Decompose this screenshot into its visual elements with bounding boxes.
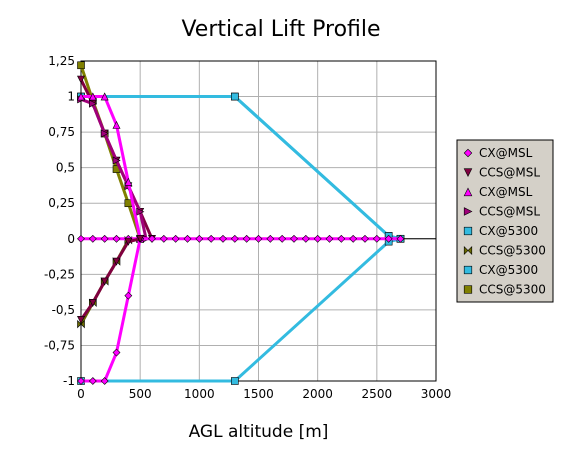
legend-marker [463,285,473,294]
x-tick-label: 1000 [184,387,215,401]
legend-label: CCS@5300 [479,244,546,258]
y-tick-label: -1 [63,374,75,388]
y-tick-label: 1,25 [48,54,75,68]
series-point-7 [77,61,85,70]
x-axis-label: AGL altitude [m] [189,422,329,442]
series-point-5 [77,319,85,329]
series-point-2 [88,92,97,101]
series-point-0 [219,234,227,243]
series-point-0 [148,234,156,243]
legend-marker [463,148,473,158]
series-point-0 [372,234,381,243]
series-point-1 [77,75,85,84]
y-tick-label: 0,25 [48,196,75,210]
legend-label: CX@MSL [479,185,533,199]
legend-marker [463,265,473,275]
y-tick-label: -0,75 [44,338,75,352]
series-point-0 [349,234,358,243]
x-tick-label: 3000 [421,387,452,401]
series-point-3 [136,207,145,216]
series-point-0 [384,234,393,243]
series-point-0 [230,234,239,243]
series-point-0 [112,234,121,243]
series-point-0 [242,234,251,243]
x-tick-label: 2000 [302,387,333,401]
x-tick-label: 0 [77,387,85,401]
legend-label: CCS@5300 [479,283,546,297]
x-tick-label: 2500 [362,387,393,401]
legend-marker [463,207,473,216]
lower-series-point-0 [124,291,133,300]
lower-series-point-1 [100,277,109,286]
series-point-0 [396,234,405,243]
legend-marker [463,226,473,236]
series-point-6 [231,92,239,101]
series-point-3 [112,156,121,165]
legend-label: CX@MSL [479,146,533,160]
series-point-0 [77,234,85,243]
series-point-0 [171,234,180,243]
legend-marker [463,187,473,197]
legend-label: CX@5300 [479,224,538,238]
lower-series-point-0 [88,377,97,385]
legend-box [456,139,554,303]
lower-series-point-1 [136,234,145,243]
plot-frame [80,60,437,382]
y-tick-label: 1 [67,90,75,104]
series-point-0 [301,234,310,243]
lower-series-point-0 [77,377,85,385]
series-point-2 [100,92,109,101]
lower-series-point-1 [124,237,133,246]
series-point-2 [77,92,85,101]
series-point-3 [100,129,109,138]
y-tick-label: 0 [67,232,75,246]
series-point-0 [183,234,192,243]
legend-marker [463,245,473,256]
series-point-3 [89,99,98,108]
lower-series-point-0 [100,377,109,385]
lower-series-point-1 [112,257,121,266]
series-point-0 [325,234,334,243]
series-point-0 [361,234,369,243]
legend-marker [463,168,473,177]
series-point-0 [195,234,204,243]
series-point-2 [112,120,121,129]
series-point-0 [100,234,109,243]
series-point-0 [278,234,287,243]
series-point-0 [254,234,263,243]
y-tick-label: 0,75 [48,125,75,139]
series-point-0 [159,234,168,243]
lower-series-point-1 [88,298,97,307]
series-point-4 [231,377,239,385]
series-point-0 [337,234,346,243]
series-point-0 [207,234,216,243]
y-tick-label: -0,25 [44,267,75,281]
series-point-2 [124,177,133,186]
lower-series-point-0 [112,348,121,357]
y-tick-label: 0,5 [56,161,75,175]
series-line-7 [79,64,142,240]
lower-series-point-1 [77,316,85,325]
x-tick-label: 500 [129,387,152,401]
x-tick-label: 1500 [243,387,274,401]
legend-label: CCS@MSL [479,205,540,219]
chart-title: Vertical Lift Profile [181,17,380,42]
series-point-0 [88,234,97,243]
series-point-0 [266,234,275,243]
series-point-0 [290,234,298,243]
legend-label: CCS@MSL [479,166,540,180]
series-point-0 [313,234,322,243]
y-tick-label: -0,5 [52,303,75,317]
legend-label: CX@5300 [479,263,538,277]
